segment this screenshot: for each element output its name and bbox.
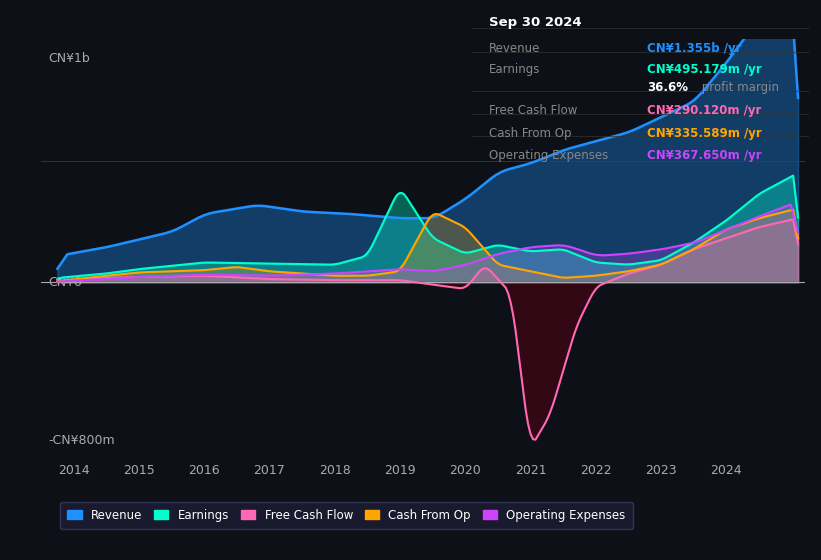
Text: 36.6%: 36.6% bbox=[647, 81, 688, 94]
Text: -CN¥800m: -CN¥800m bbox=[48, 433, 115, 447]
Text: profit margin: profit margin bbox=[698, 81, 778, 94]
Text: CN¥0: CN¥0 bbox=[48, 276, 83, 289]
Text: CN¥495.179m /yr: CN¥495.179m /yr bbox=[647, 63, 762, 76]
Text: Earnings: Earnings bbox=[489, 63, 540, 76]
Text: CN¥1.355b /yr: CN¥1.355b /yr bbox=[647, 42, 741, 55]
Legend: Revenue, Earnings, Free Cash Flow, Cash From Op, Operating Expenses: Revenue, Earnings, Free Cash Flow, Cash … bbox=[60, 502, 633, 529]
Text: Sep 30 2024: Sep 30 2024 bbox=[489, 16, 581, 29]
Text: Revenue: Revenue bbox=[489, 42, 540, 55]
Text: CN¥1b: CN¥1b bbox=[48, 52, 90, 65]
Text: Operating Expenses: Operating Expenses bbox=[489, 150, 608, 162]
Text: Free Cash Flow: Free Cash Flow bbox=[489, 104, 577, 117]
Text: CN¥367.650m /yr: CN¥367.650m /yr bbox=[647, 150, 762, 162]
Text: CN¥335.589m /yr: CN¥335.589m /yr bbox=[647, 127, 762, 139]
Text: Cash From Op: Cash From Op bbox=[489, 127, 571, 139]
Text: CN¥290.120m /yr: CN¥290.120m /yr bbox=[647, 104, 762, 117]
